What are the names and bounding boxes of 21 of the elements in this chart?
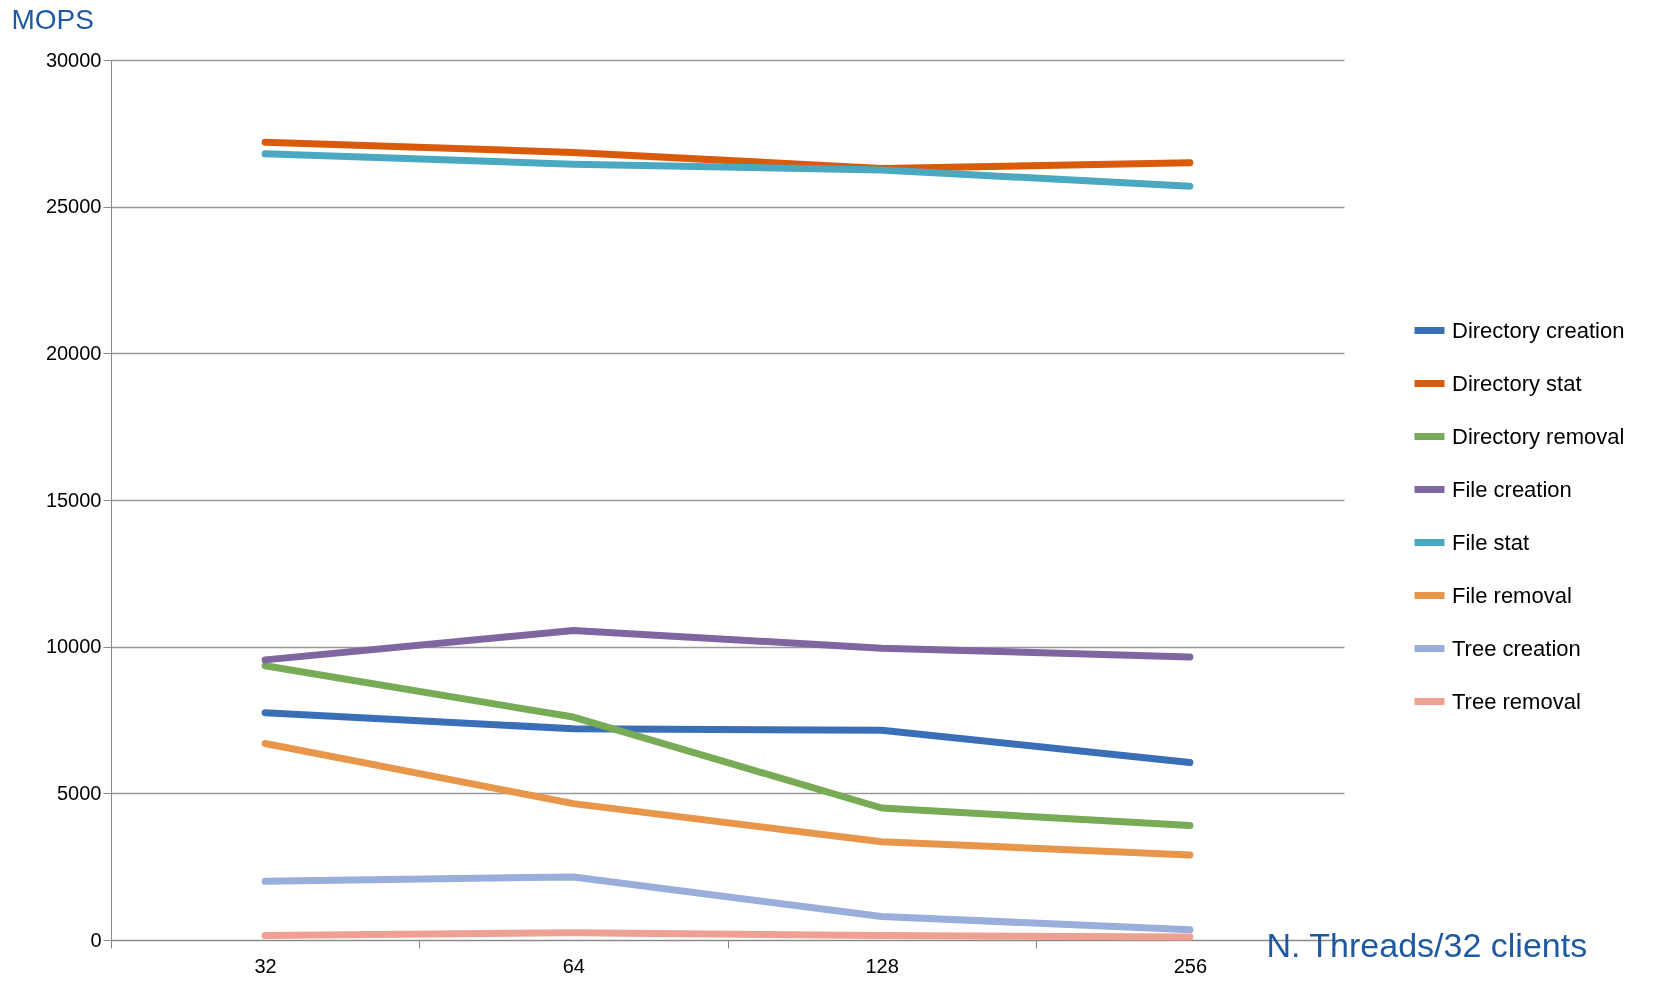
x-tick-label: 256 bbox=[1173, 954, 1208, 977]
y-tick-label: 25000 bbox=[45, 195, 102, 218]
y-tick-label: 30000 bbox=[45, 48, 102, 71]
legend-label: Directory creation bbox=[1452, 317, 1625, 343]
y-tick-label: 5000 bbox=[57, 781, 102, 804]
legend-label: File stat bbox=[1452, 529, 1530, 555]
x-tick-label: 128 bbox=[865, 954, 899, 977]
x-tick-label: 32 bbox=[254, 954, 277, 977]
y-tick-label: 10000 bbox=[45, 635, 102, 658]
legend-label: File removal bbox=[1452, 582, 1572, 608]
legend-label: Directory stat bbox=[1452, 370, 1582, 396]
y-tick-label: 15000 bbox=[45, 488, 102, 511]
y-tick-label: 0 bbox=[90, 928, 102, 951]
legend-label: File creation bbox=[1452, 476, 1572, 502]
x-tick-label: 64 bbox=[562, 954, 585, 977]
legend-label: Tree creation bbox=[1452, 635, 1581, 661]
x-axis-title: N. Threads/32 clients bbox=[1266, 925, 1588, 964]
y-axis-title: MOPS bbox=[11, 3, 94, 35]
legend-label: Directory removal bbox=[1452, 423, 1625, 449]
y-tick-label: 20000 bbox=[45, 341, 102, 364]
legend-label: Tree removal bbox=[1452, 688, 1581, 714]
